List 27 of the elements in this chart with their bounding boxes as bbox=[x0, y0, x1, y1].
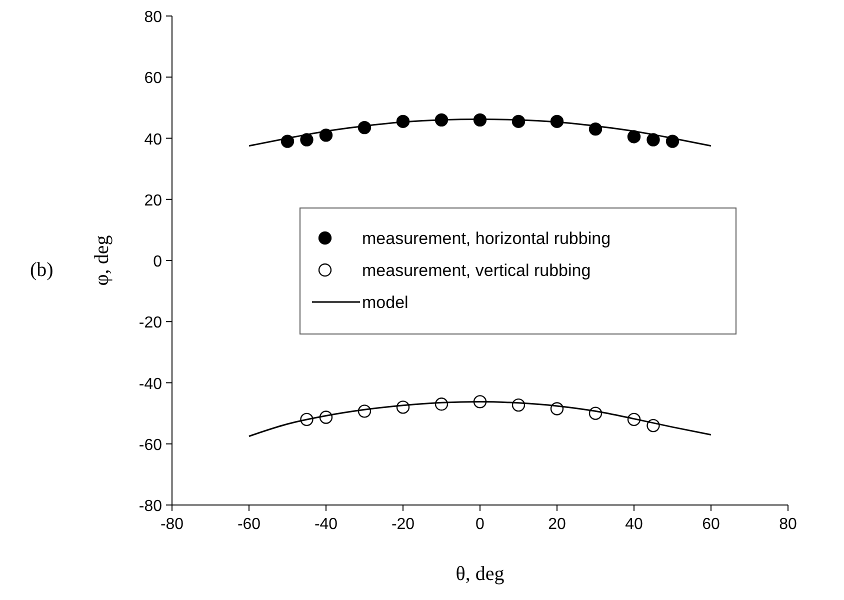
y-axis-title: φ, deg bbox=[91, 235, 113, 286]
y-tick-label: -60 bbox=[138, 436, 162, 454]
y-tick-label: 60 bbox=[144, 70, 162, 88]
point bbox=[627, 130, 641, 144]
y-tick-label: -20 bbox=[138, 314, 162, 332]
y-tick-label: -80 bbox=[138, 498, 162, 515]
y-tick-label: 80 bbox=[144, 9, 162, 26]
x-tick-label: 40 bbox=[625, 516, 643, 533]
legend-label: measurement, horizontal rubbing bbox=[362, 229, 611, 248]
y-tick-label: -40 bbox=[138, 376, 162, 393]
point bbox=[300, 133, 314, 146]
y-tick-label: 0 bbox=[153, 254, 162, 270]
x-tick-label: 60 bbox=[702, 516, 720, 533]
point bbox=[646, 133, 660, 146]
legend-label: measurement, vertical rubbing bbox=[362, 261, 591, 280]
y-tick-label: 40 bbox=[144, 131, 162, 148]
x-tick-label: -40 bbox=[314, 516, 338, 533]
x-axis-title: θ, deg bbox=[456, 563, 504, 585]
x-tick-label: -80 bbox=[160, 516, 184, 533]
y-tick-label: 20 bbox=[144, 192, 162, 210]
legend-label: model bbox=[362, 293, 408, 312]
x-tick-label: -60 bbox=[237, 516, 261, 533]
x-tick-label: 0 bbox=[476, 516, 485, 533]
x-tick-label: 20 bbox=[548, 516, 566, 533]
text: (b) bbox=[30, 259, 54, 281]
x-tick-label: -20 bbox=[391, 516, 415, 533]
x-tick-label: 80 bbox=[779, 516, 797, 533]
